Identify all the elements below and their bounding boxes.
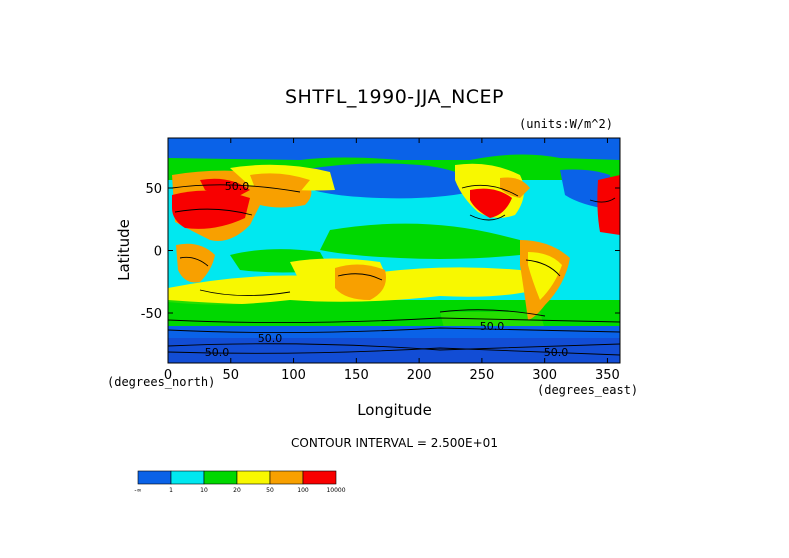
colorbar-label: 100 — [297, 487, 309, 494]
colorbar: -∞ 1 10 20 50 100 10000 — [134, 470, 346, 494]
contour-label: 50.0 — [205, 346, 230, 359]
colorbar-swatch — [203, 470, 238, 485]
colorbar-swatch — [137, 470, 172, 485]
x-tick-label: 300 — [532, 368, 557, 383]
x-tick-label: 150 — [344, 368, 369, 383]
contour-label: 50.0 — [225, 180, 250, 193]
x-tick-label: 50 — [223, 368, 240, 383]
colorbar-swatch — [269, 470, 304, 485]
colorbar-label: -∞ — [134, 487, 141, 494]
x-axis-unit-label: (degrees_east) — [537, 383, 639, 397]
x-tick-label: 250 — [469, 368, 494, 383]
colorbar-swatch — [302, 470, 337, 485]
y-tick-label: -50 — [141, 307, 162, 322]
chart-title: SHTFL_1990-JJA_NCEP — [284, 86, 505, 108]
y-tick-label: 0 — [154, 245, 162, 260]
units-label: (units:W/m^2) — [519, 117, 613, 131]
colorbar-label: 10 — [200, 487, 208, 494]
contour-label: 50.0 — [480, 320, 505, 333]
colorbar-label: 10000 — [326, 487, 345, 494]
colorbar-label: 20 — [233, 487, 241, 494]
colorbar-label: 50 — [266, 487, 274, 494]
y-axis-unit-label: (degrees_north) — [107, 375, 216, 389]
contour-label: 50.0 — [544, 346, 569, 359]
x-tick-label: 0 — [164, 368, 172, 383]
colorbar-swatch — [236, 470, 271, 485]
x-tick-label: 100 — [281, 368, 306, 383]
x-tick-label: 350 — [595, 368, 620, 383]
x-axis-label: Longitude — [357, 401, 432, 419]
y-tick-label: 50 — [145, 182, 162, 197]
contour-label: 50.0 — [258, 332, 283, 345]
heatmap-field — [168, 138, 620, 363]
colorbar-label: 1 — [169, 487, 173, 494]
contour-interval-text: CONTOUR INTERVAL = 2.500E+01 — [291, 436, 498, 450]
x-tick-label: 200 — [407, 368, 432, 383]
colorbar-swatch — [170, 470, 205, 485]
